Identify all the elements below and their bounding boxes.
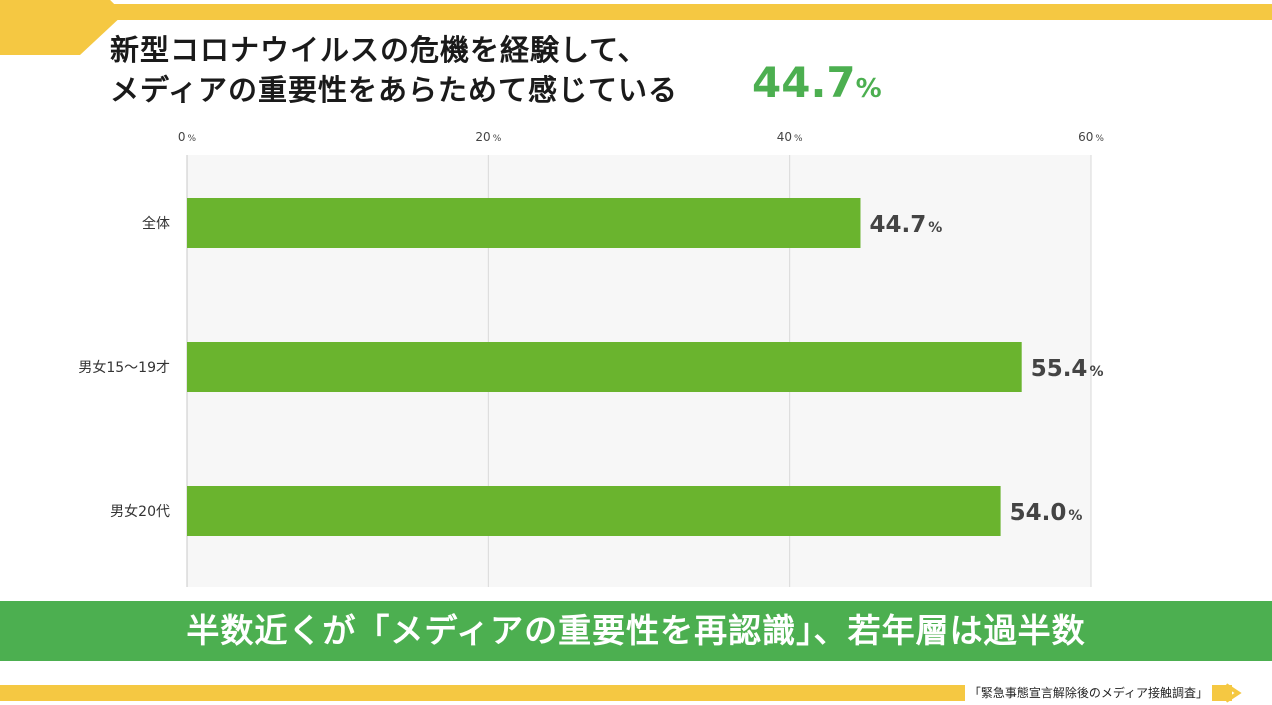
data-label: 55.4%: [1031, 356, 1104, 382]
x-tick-label: 60%: [1078, 130, 1104, 144]
title-line-1: 新型コロナウイルスの危機を経験して、: [110, 33, 648, 67]
bar: [187, 486, 1001, 536]
bottom-arrow-icon: [1224, 683, 1242, 703]
headline-number: 44.7: [752, 58, 856, 107]
top-decoration-band: [110, 4, 1272, 20]
x-tick-label: 40%: [777, 130, 803, 144]
data-label: 44.7%: [869, 212, 942, 238]
bottom-decoration-band: [0, 685, 1232, 701]
title-line-2: メディアの重要性をあらためて感じている: [110, 73, 678, 107]
conclusion-banner: [0, 601, 1272, 661]
data-label: 54.0%: [1010, 500, 1083, 526]
x-tick-label: 0%: [178, 130, 197, 144]
category-label: 男女15〜19才: [78, 359, 170, 376]
bar: [187, 198, 861, 248]
headline-unit: %: [855, 74, 882, 104]
bar: [187, 342, 1022, 392]
source-note: 「緊急事態宣言解除後のメディア接触調査」: [964, 684, 1212, 702]
category-label: 全体: [142, 215, 170, 232]
headline-value: 44.7%: [752, 58, 882, 114]
banner-text: 半数近くが「メディアの重要性を再認識」、若年層は過半数: [186, 611, 1086, 650]
bar-chart: 0% 20% 40% 60 % 全体 44.7 % 男女15〜19才 55.4 % 男女20代 54.0…: [78, 130, 1104, 587]
category-label: 男女20代: [110, 503, 170, 520]
x-tick-label: 20%: [475, 130, 501, 144]
page-title: 新型コロナウイルスの危機を経験して、 メディアの重要性をあらためて感じている: [110, 30, 678, 110]
